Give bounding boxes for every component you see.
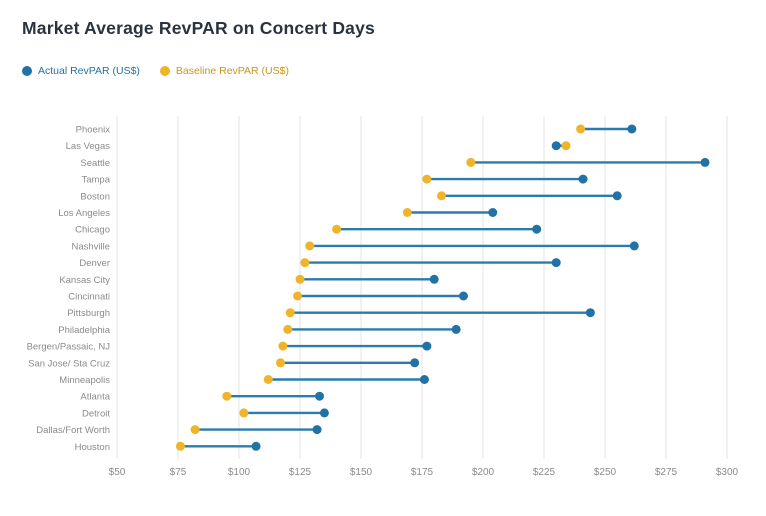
actual-dot bbox=[532, 224, 542, 234]
baseline-dot bbox=[275, 358, 285, 368]
x-tick-label: $175 bbox=[411, 467, 434, 478]
x-tick-label: $300 bbox=[716, 467, 739, 478]
x-tick-label: $125 bbox=[289, 467, 312, 478]
actual-dot bbox=[422, 341, 432, 351]
actual-dot bbox=[410, 358, 420, 368]
baseline-dot bbox=[278, 341, 288, 351]
baseline-dot bbox=[300, 258, 310, 268]
actual-dot bbox=[451, 324, 461, 334]
actual-dot bbox=[551, 258, 561, 268]
baseline-dot bbox=[332, 224, 342, 234]
actual-dot bbox=[458, 291, 468, 301]
actual-dot bbox=[627, 124, 637, 134]
baseline-dot bbox=[466, 157, 476, 167]
category-label: Seattle bbox=[80, 158, 110, 169]
category-label: Pittsburgh bbox=[67, 308, 110, 319]
x-tick-label: $225 bbox=[533, 467, 556, 478]
category-label: Boston bbox=[80, 191, 110, 202]
actual-series-dot-icon bbox=[22, 66, 32, 76]
baseline-dot bbox=[263, 375, 273, 384]
category-label: Atlanta bbox=[80, 392, 110, 403]
revpar-dumbbell-chart: $50 $75 $100 $125 $150 $175 $200 $225 $250 $275 $3… bbox=[27, 116, 739, 478]
baseline-dot bbox=[305, 241, 315, 251]
actual-dot bbox=[612, 191, 622, 201]
actual-dot bbox=[419, 375, 429, 384]
baseline-dot bbox=[175, 441, 185, 451]
actual-dot bbox=[319, 408, 329, 418]
baseline-dot bbox=[293, 291, 303, 301]
x-tick-label: $250 bbox=[594, 467, 617, 478]
legend-item-baseline: Baseline RevPAR (US$) bbox=[159, 65, 289, 77]
baseline-dot bbox=[576, 124, 586, 134]
category-label: Philadelphia bbox=[58, 325, 110, 336]
baseline-dot bbox=[285, 308, 295, 318]
actual-dot bbox=[315, 391, 325, 401]
category-label: Kansas City bbox=[59, 275, 110, 286]
baseline-dot bbox=[239, 408, 249, 418]
baseline-dot bbox=[295, 274, 305, 284]
category-label: Phoenix bbox=[76, 125, 111, 136]
category-label: Detroit bbox=[82, 408, 110, 419]
legend-label-actual: Actual RevPAR (US$) bbox=[38, 65, 140, 77]
x-tick-label: $50 bbox=[109, 467, 126, 478]
baseline-dot bbox=[402, 208, 412, 217]
x-tick-label: $75 bbox=[170, 467, 187, 478]
category-label: Tampa bbox=[81, 175, 110, 186]
chart-card: Market Average RevPAR on Concert Days Ac… bbox=[22, 18, 766, 478]
actual-dot bbox=[429, 274, 439, 284]
x-tick-label: $150 bbox=[350, 467, 373, 478]
actual-dot bbox=[700, 157, 710, 167]
x-tick-label: $200 bbox=[472, 467, 495, 478]
baseline-dot bbox=[437, 191, 447, 201]
category-label: Chicago bbox=[75, 225, 110, 236]
baseline-dot bbox=[561, 141, 571, 151]
baseline-series-dot-icon bbox=[159, 66, 170, 76]
legend-item-actual: Actual RevPAR (US$) bbox=[22, 65, 140, 77]
category-label: Los Angeles bbox=[58, 208, 110, 219]
chart-title: Market Average RevPAR on Concert Days bbox=[22, 18, 375, 38]
x-tick-label: $100 bbox=[228, 467, 251, 478]
category-label: Dallas/Fort Worth bbox=[36, 425, 110, 436]
category-label: Denver bbox=[79, 258, 110, 269]
legend-label-baseline: Baseline RevPAR (US$) bbox=[175, 65, 289, 77]
category-label: Minneapolis bbox=[59, 375, 110, 386]
baseline-dot bbox=[190, 425, 200, 435]
x-tick-label: $275 bbox=[655, 467, 678, 478]
legend: Actual RevPAR (US$) Baseline RevPAR (US$… bbox=[22, 65, 766, 77]
category-label: Cincinnati bbox=[68, 292, 110, 303]
category-label: Nashville bbox=[71, 241, 110, 252]
actual-dot bbox=[488, 208, 498, 217]
category-label: Las Vegas bbox=[66, 141, 111, 152]
baseline-dot bbox=[422, 174, 432, 184]
category-label: Houston bbox=[75, 442, 110, 453]
baseline-dot bbox=[222, 391, 232, 401]
category-label: Bergen/Passaic, NJ bbox=[27, 342, 111, 353]
baseline-dot bbox=[283, 324, 293, 334]
actual-dot bbox=[551, 141, 561, 151]
actual-dot bbox=[629, 241, 639, 251]
category-label: San Jose/ Sta Cruz bbox=[28, 358, 110, 369]
actual-dot bbox=[585, 308, 595, 318]
actual-dot bbox=[312, 425, 322, 435]
actual-dot bbox=[578, 174, 588, 184]
actual-dot bbox=[251, 441, 261, 451]
